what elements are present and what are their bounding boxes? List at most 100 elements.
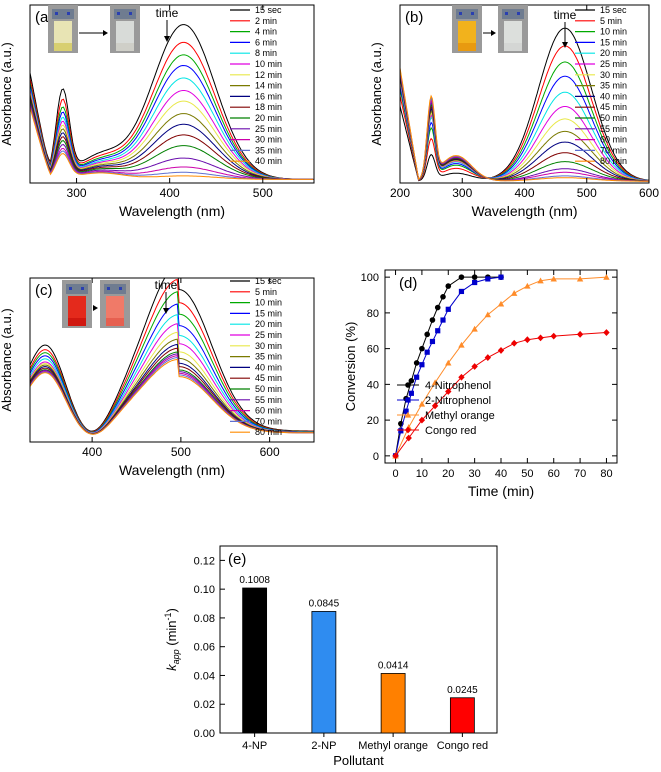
- time-annotation: time: [155, 278, 178, 292]
- data-point: [458, 373, 465, 381]
- series-line-a-0: [30, 24, 314, 180]
- x-tick-label: 60: [548, 468, 560, 480]
- legend-label: 15 sec: [255, 5, 282, 15]
- y-tick-label: 0.08: [194, 613, 215, 625]
- y-axis-label-part: ): [164, 608, 179, 612]
- legend-marker: [404, 411, 412, 418]
- y-axis-label: Conversion (%): [343, 322, 358, 412]
- arrow-head-icon: [103, 30, 108, 36]
- cuvette-base: [54, 43, 72, 51]
- legend-label: 2-Nitrophenol: [425, 395, 491, 407]
- legend-label: 40 min: [600, 91, 627, 101]
- arrow-head-icon: [93, 305, 98, 311]
- time-annotation: time: [156, 6, 179, 20]
- legend-label: 4 min: [255, 27, 277, 37]
- cuvette-mark: [517, 12, 520, 15]
- y-axis-label: kapp (min-1): [163, 608, 181, 671]
- data-point: [445, 388, 452, 395]
- cuvette-photo-1: [100, 280, 130, 328]
- data-point: [603, 329, 610, 336]
- x-tick-label: 50: [521, 468, 533, 480]
- y-axis-label: Absorbance (a.u.): [0, 308, 14, 411]
- x-tick-label: 2-NP: [311, 740, 336, 752]
- x-tick-label: 200: [390, 186, 410, 200]
- cuvette-photo-1: [110, 5, 140, 53]
- cuvette-mark: [119, 287, 122, 290]
- panel-label: (d): [399, 275, 417, 292]
- legend-label: 6 min: [255, 37, 277, 47]
- data-point: [403, 408, 409, 414]
- data-point: [603, 273, 610, 280]
- data-point: [576, 330, 584, 338]
- legend: 4-Nitrophenol 2-Nitrophenol Methyl orange C…: [397, 380, 495, 437]
- x-tick-label: 70: [574, 468, 586, 480]
- legend-label: 5 min: [255, 287, 277, 297]
- data-point: [497, 347, 505, 354]
- cuvette-base: [106, 318, 124, 326]
- series-line-b-2: [400, 61, 649, 181]
- cuvette-mark: [69, 287, 72, 290]
- y-axis-label-part: -1: [163, 612, 173, 620]
- legend-label: 15 sec: [255, 276, 282, 286]
- data-point: [435, 328, 441, 334]
- legend-label: 50 min: [600, 113, 627, 123]
- bar-methyl-orange: [380, 673, 406, 734]
- cuvette-base: [504, 43, 522, 51]
- panel-b: 200 300 400 500 600 Wavelength (nm) Absorbance…: [369, 4, 659, 219]
- data-point: [484, 354, 492, 361]
- series-group: [30, 24, 314, 180]
- data-point: [434, 304, 441, 311]
- legend-label: 4-Nitrophenol: [425, 380, 491, 392]
- cuvette-photo-0: [452, 5, 482, 53]
- x-tick-label: 20: [442, 468, 454, 480]
- series-group: [30, 278, 314, 435]
- time-annotation: time: [554, 8, 577, 22]
- data-point: [408, 390, 414, 396]
- data-point: [392, 452, 399, 460]
- x-tick-label: 40: [495, 468, 507, 480]
- data-point: [471, 363, 478, 370]
- legend-label: 10 min: [600, 27, 627, 37]
- legend-label: 25 min: [255, 330, 282, 340]
- data-point: [419, 362, 425, 368]
- data-point: [497, 300, 505, 307]
- legend-label: 30 min: [255, 341, 282, 351]
- x-tick-label: 500: [577, 186, 597, 200]
- data-point: [413, 360, 420, 366]
- y-tick-label: 0.06: [194, 642, 215, 654]
- legend-label: 20 min: [255, 113, 282, 123]
- data-point: [576, 275, 584, 282]
- x-axis-label: Pollutant: [333, 753, 384, 767]
- legend-label: 55 min: [600, 124, 627, 134]
- bar-value-label: 0.0414: [378, 660, 409, 671]
- data-point: [431, 402, 439, 410]
- x-tick-label: 400: [514, 186, 534, 200]
- y-axis-label-part: app: [171, 649, 181, 664]
- data-point: [472, 279, 478, 286]
- cuvette-mark: [67, 12, 70, 15]
- legend-label: 40 min: [255, 362, 282, 372]
- data-point: [550, 275, 557, 282]
- cuvette-mark: [505, 12, 508, 15]
- data-point: [431, 379, 439, 386]
- y-tick-label: 0.02: [194, 699, 215, 711]
- bar-congo-red: [449, 697, 475, 734]
- x-tick-label: 80: [600, 468, 612, 480]
- legend-label: 30 min: [255, 135, 282, 145]
- bar-value-label: 0.1008: [239, 575, 270, 586]
- cuvette-base: [458, 43, 476, 51]
- legend-marker: [405, 397, 411, 403]
- data-point: [414, 374, 420, 380]
- data-point: [445, 359, 452, 366]
- legend-label: 10 min: [255, 298, 282, 308]
- legend-label: Congo red: [425, 425, 476, 437]
- plot-frame: [219, 545, 498, 734]
- x-tick-label: 300: [67, 186, 87, 200]
- arrow-down-icon: [164, 36, 170, 42]
- cuvette-photo-0: [62, 280, 92, 328]
- legend-label: 16 min: [255, 91, 282, 101]
- cuvette-mark: [55, 12, 58, 15]
- y-tick-label: 0.00: [194, 728, 215, 740]
